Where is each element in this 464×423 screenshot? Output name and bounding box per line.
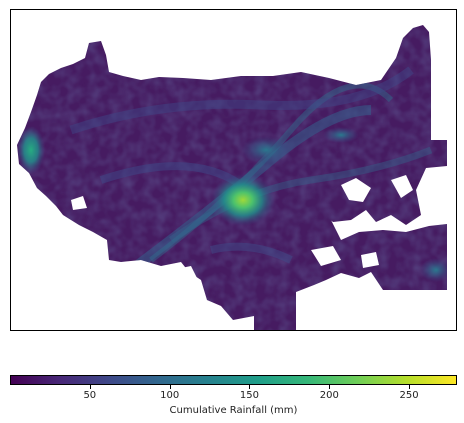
colorbar-ticks [10,385,457,389]
no-data-gaps [71,175,413,280]
colorbar-tick-label: 200 [319,390,339,401]
colorbar-tick-label: 150 [239,390,259,401]
colorbar-tick [169,385,171,389]
colorbar-tick [409,385,411,389]
hotspot-central [211,174,275,226]
colorbar [10,375,457,385]
colorbar-label: Cumulative Rainfall (mm) [169,405,298,416]
colorbar-tick-label: 50 [83,390,97,401]
hotspot-east [323,127,359,143]
hotspot-north-central [241,136,291,164]
colorbar-tick-label: 100 [160,390,180,401]
hotspot-west-coast [17,126,45,174]
colorbar-tick [249,385,251,389]
colorbar-tick-label: 250 [399,390,419,401]
rainfall-map-panel [10,9,457,331]
colorbar-tick [89,385,91,389]
rainfall-map [17,25,447,330]
colorbar-tick [329,385,331,389]
rainfall-field [17,25,447,330]
hotspot-southeast [420,258,447,282]
